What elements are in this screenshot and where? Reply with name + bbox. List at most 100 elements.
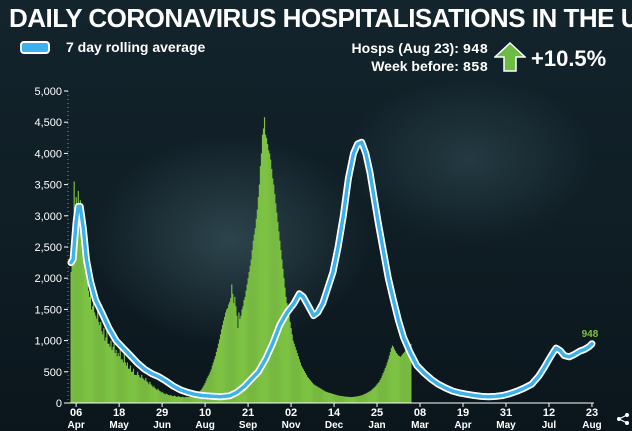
daily-bar — [125, 365, 127, 403]
x-tick-month: Jan — [368, 420, 385, 431]
daily-bar — [176, 396, 179, 403]
x-tick-month: Jun — [153, 420, 171, 431]
daily-bar — [375, 385, 377, 403]
y-tick-label: 2,000 — [34, 273, 62, 285]
daily-bar — [330, 393, 332, 403]
daily-bar — [209, 371, 211, 403]
daily-bar — [113, 343, 115, 403]
daily-bar — [401, 355, 403, 403]
daily-bar — [228, 304, 230, 403]
daily-bar — [274, 193, 276, 403]
daily-bar — [359, 395, 361, 403]
daily-bar — [169, 394, 171, 403]
daily-bar — [284, 287, 286, 403]
daily-bar — [269, 153, 271, 403]
y-tick-label: 4,000 — [34, 148, 62, 160]
daily-bar — [337, 395, 339, 403]
daily-bar — [368, 391, 370, 403]
daily-bar — [295, 349, 297, 403]
daily-bar — [388, 355, 390, 403]
daily-bar — [98, 321, 100, 403]
daily-bar — [244, 296, 246, 403]
rolling-average-outline — [67, 138, 596, 401]
daily-bar — [82, 253, 84, 403]
daily-bar — [142, 378, 144, 403]
daily-bar — [373, 387, 375, 403]
daily-bar — [345, 396, 347, 403]
daily-bar — [180, 397, 182, 403]
daily-bar — [362, 394, 364, 403]
daily-bar — [323, 390, 325, 403]
daily-bar — [255, 218, 257, 403]
daily-bar — [109, 346, 111, 403]
hosps-label: Hosps (Aug 23): — [351, 40, 459, 56]
daily-bar — [381, 375, 383, 403]
share-icon[interactable] — [616, 412, 630, 426]
daily-bar — [153, 386, 155, 403]
daily-bar — [143, 379, 145, 403]
y-tick-label: 1,000 — [34, 336, 62, 348]
daily-bar — [281, 259, 283, 403]
daily-bar — [287, 309, 289, 403]
daily-bar — [409, 345, 411, 403]
daily-bar — [283, 278, 285, 403]
daily-bar — [161, 391, 163, 403]
x-tick-day: 02 — [285, 407, 297, 419]
daily-bar — [241, 309, 243, 403]
daily-bar — [217, 343, 220, 403]
daily-bar — [250, 259, 252, 403]
y-tick-label: 500 — [44, 367, 62, 379]
y-axis: 0 500 1,000 1,500 2,000 2,500 3,000 3,500 4,000 4… — [34, 86, 69, 410]
daily-bar — [321, 389, 323, 403]
daily-bar — [322, 389, 324, 403]
daily-bar — [300, 365, 302, 403]
daily-bar — [164, 394, 166, 403]
daily-bar — [192, 396, 194, 403]
x-axis: 06Apr18May29Jun10Aug21Sep02Nov14Dec25Jan… — [68, 402, 602, 431]
daily-bar — [190, 396, 192, 403]
daily-bar — [76, 225, 78, 403]
y-tick-label: 3,500 — [34, 180, 62, 192]
daily-bar — [108, 343, 110, 403]
daily-bar — [72, 228, 74, 403]
x-tick-month: Sep — [239, 420, 257, 431]
x-tick-month: Apr — [454, 420, 471, 431]
daily-bar — [205, 380, 207, 403]
daily-bar — [137, 371, 139, 403]
daily-bar — [265, 137, 268, 404]
daily-bar — [188, 397, 190, 403]
daily-bar — [386, 362, 388, 403]
daily-bar — [408, 346, 410, 403]
daily-bar — [298, 359, 300, 403]
y-tick-label: 2,500 — [34, 242, 62, 254]
daily-bar — [84, 265, 87, 403]
daily-bar — [277, 222, 279, 403]
daily-bar — [130, 371, 133, 403]
daily-bar — [80, 231, 82, 403]
daily-bar — [349, 397, 352, 403]
daily-bar — [116, 356, 118, 403]
daily-bar — [101, 331, 103, 403]
daily-bar — [86, 281, 89, 403]
daily-bar — [117, 353, 119, 403]
daily-bar — [103, 328, 105, 403]
daily-bar — [342, 396, 344, 403]
daily-bar — [233, 303, 235, 403]
daily-bar — [339, 395, 341, 403]
daily-bar — [371, 389, 373, 403]
daily-bar — [78, 209, 80, 403]
daily-bar — [268, 150, 270, 403]
daily-bar — [122, 362, 124, 403]
x-tick-day: 10 — [199, 407, 211, 419]
legend-swatch — [20, 40, 50, 54]
daily-bar — [95, 315, 97, 403]
daily-bar — [340, 396, 342, 403]
daily-bar — [293, 343, 295, 403]
chart-title: DAILY CORONAVIRUS HOSPITALISATIONS IN TH… — [9, 3, 632, 33]
daily-bar — [272, 178, 274, 403]
daily-bar — [391, 345, 394, 403]
daily-bar — [81, 240, 83, 403]
daily-bar — [364, 393, 366, 403]
daily-bar — [302, 369, 305, 403]
daily-bar — [148, 384, 150, 403]
